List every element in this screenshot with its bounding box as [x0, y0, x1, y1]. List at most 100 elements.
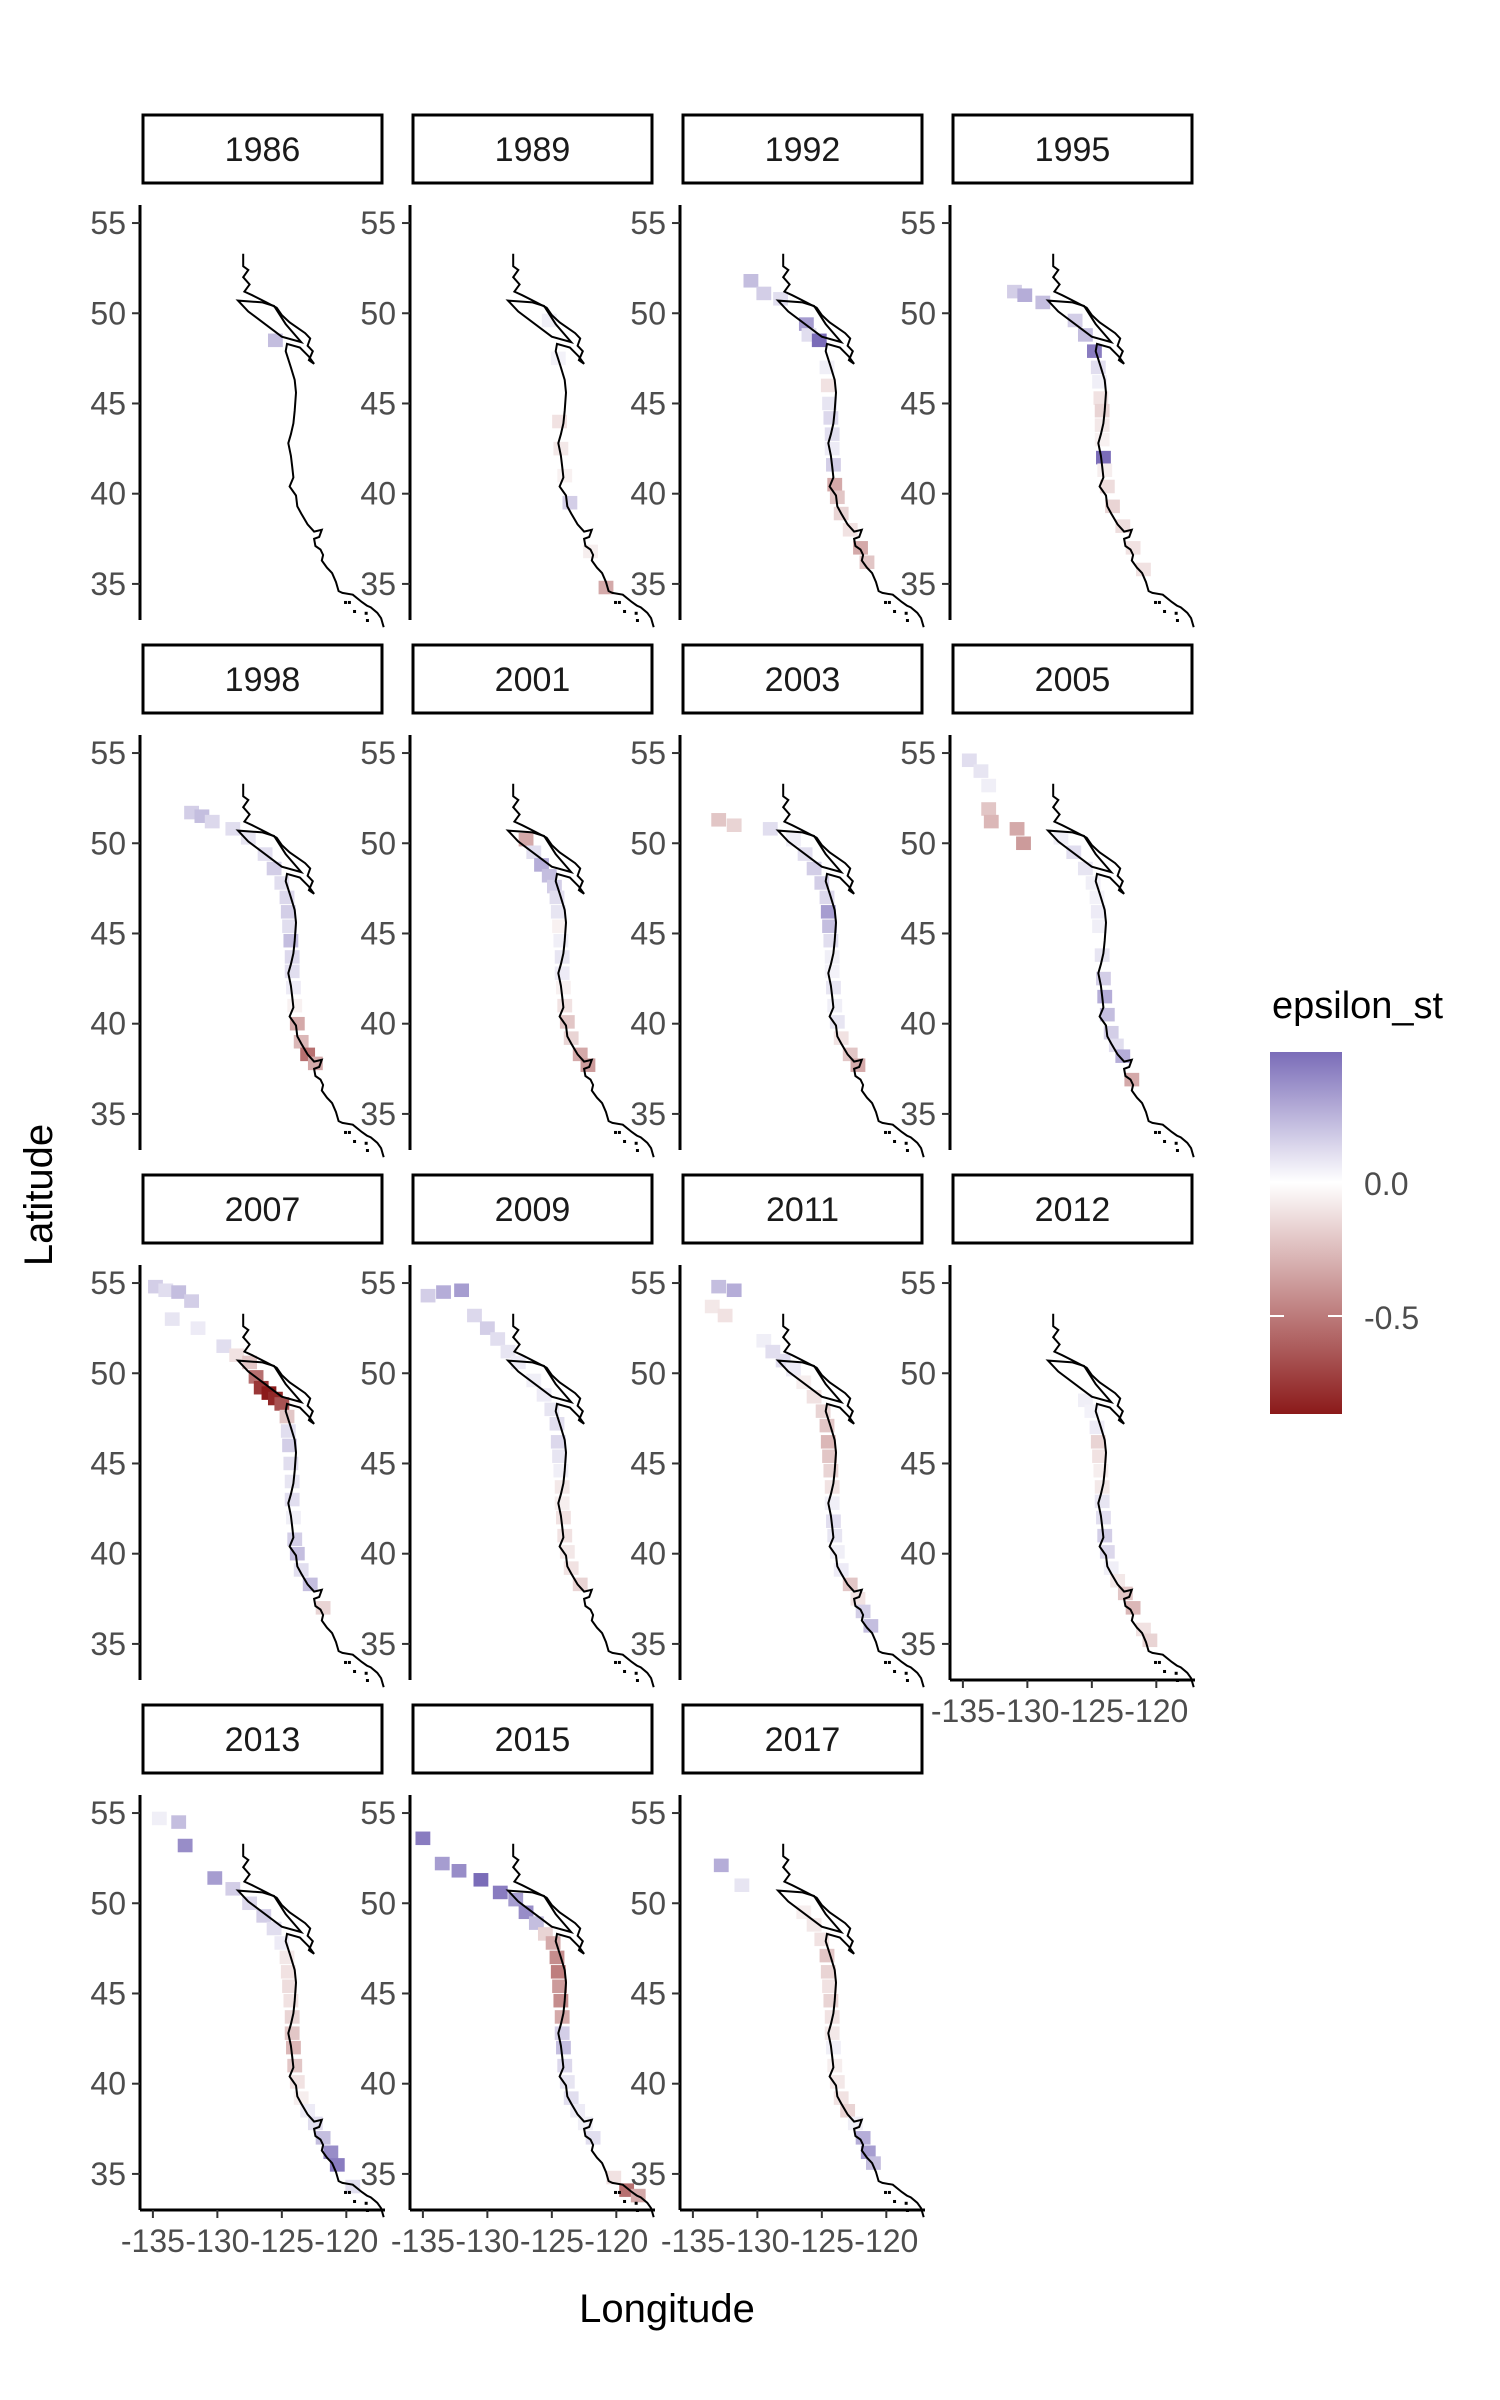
facet-label: 2017: [765, 1721, 841, 1759]
y-tick-label: 50: [900, 1355, 936, 1391]
heat-cell: [552, 1449, 567, 1464]
heat-cell: [184, 1294, 199, 1308]
heat-cell: [556, 2040, 571, 2055]
heat-cell: [734, 1878, 750, 1892]
heat-cell: [824, 441, 840, 456]
heat-cell: [1099, 1545, 1115, 1559]
y-tick-label: 45: [630, 915, 666, 951]
heat-cell: [726, 818, 742, 832]
y-tick-label: 45: [360, 915, 396, 951]
facet-label: 2003: [765, 661, 841, 699]
heat-cell: [1099, 1007, 1115, 1022]
y-tick-label: 50: [900, 825, 936, 861]
heat-cell: [282, 1979, 297, 1994]
y-tick-label: 45: [900, 915, 936, 951]
heat-cell: [467, 1308, 482, 1323]
heat-cell: [1093, 1463, 1109, 1478]
facet-panel: 2015 35 40 45 50 55 -135 -130 -125 -120: [360, 1703, 655, 2259]
island-dot: [887, 1130, 891, 1134]
y-tick-label: 40: [90, 2066, 126, 2102]
heat-cell: [553, 1993, 569, 2008]
island-dot: [635, 1679, 639, 1682]
island-dot: [347, 1130, 351, 1134]
heat-cell: [973, 764, 989, 778]
x-tick-label: -125: [790, 2223, 854, 2259]
y-tick-label: 40: [900, 476, 936, 512]
coastline: [241, 253, 385, 628]
heat-cell: [827, 998, 843, 1013]
heat-cell: [829, 2075, 845, 2089]
coastline: [1051, 783, 1195, 1158]
heat-cell: [983, 814, 999, 829]
heat-cell: [820, 1435, 836, 1449]
coastline: [781, 783, 925, 1158]
y-tick-label: 35: [630, 1096, 666, 1132]
island-dot: [1163, 1669, 1167, 1673]
heat-cell: [756, 286, 772, 301]
x-tick-label: -120: [314, 2223, 378, 2259]
heat-cell: [1017, 288, 1033, 302]
heat-cell: [853, 541, 868, 555]
heat-cell: [240, 831, 256, 845]
facet-strip: [681, 1703, 924, 1775]
island-dot: [884, 1660, 888, 1664]
facet-panel: 2003 35 40 45 50 55: [630, 643, 925, 1158]
coastline: [1051, 253, 1195, 628]
island-dot: [634, 1671, 638, 1675]
heat-cell: [286, 1510, 301, 1525]
heat-cell: [820, 378, 836, 393]
coastline: [511, 253, 655, 628]
x-tick-label: -135: [391, 2223, 455, 2259]
y-tick-label: 35: [630, 1626, 666, 1662]
island-dot: [623, 1139, 627, 1143]
facet-label: 1995: [1035, 131, 1111, 169]
heat-cell: [829, 490, 845, 505]
legend-colorbar: [1270, 1052, 1342, 1414]
heat-cell: [282, 1438, 297, 1453]
facet-strip: [411, 113, 654, 185]
heat-cell: [711, 1279, 727, 1294]
heat-cell: [1009, 822, 1025, 836]
island-dot: [1154, 1130, 1158, 1134]
heat-cell: [1124, 1072, 1140, 1087]
facet-label: 2013: [225, 1721, 301, 1759]
island-outline: [775, 1359, 845, 1404]
x-tick-label: -125: [250, 2223, 314, 2259]
island-dot: [1163, 609, 1167, 613]
heat-cell: [981, 802, 997, 816]
island-dot: [344, 1130, 348, 1134]
island-dot: [884, 2190, 888, 2194]
heat-cell: [541, 868, 557, 883]
y-tick-label: 50: [360, 295, 396, 331]
x-tick-label: -130: [725, 2223, 789, 2259]
heat-cell: [1090, 905, 1106, 919]
heat-cell: [713, 1858, 729, 1873]
heat-cell: [806, 861, 822, 876]
coastline: [511, 1843, 655, 2218]
island-dot: [1157, 1130, 1161, 1134]
island-dot: [887, 1660, 891, 1664]
heat-cell: [961, 753, 977, 768]
island-dot: [634, 1141, 638, 1145]
heat-cell: [345, 2179, 361, 2194]
island-dot: [893, 2199, 897, 2203]
heat-cell: [451, 1864, 467, 1878]
heat-cell: [557, 998, 573, 1013]
heat-cell: [190, 1321, 206, 1335]
heat-cell: [822, 1449, 837, 1464]
x-tick-label: -130: [185, 2223, 249, 2259]
heat-cell: [552, 1979, 567, 1994]
x-tick-label: -135: [121, 2223, 185, 2259]
island-dot: [887, 600, 891, 604]
y-tick-label: 55: [630, 1265, 666, 1301]
coastline: [241, 1313, 385, 1688]
facet-label: 1998: [225, 661, 301, 699]
heat-cell: [827, 1528, 843, 1543]
island-dot: [904, 1671, 908, 1675]
facet-strip: [411, 1703, 654, 1775]
heat-cell: [855, 2131, 871, 2145]
y-tick-label: 45: [630, 1975, 666, 2011]
coastline: [781, 1843, 925, 2218]
island-dot: [904, 611, 908, 615]
island-dot: [1175, 1149, 1179, 1152]
